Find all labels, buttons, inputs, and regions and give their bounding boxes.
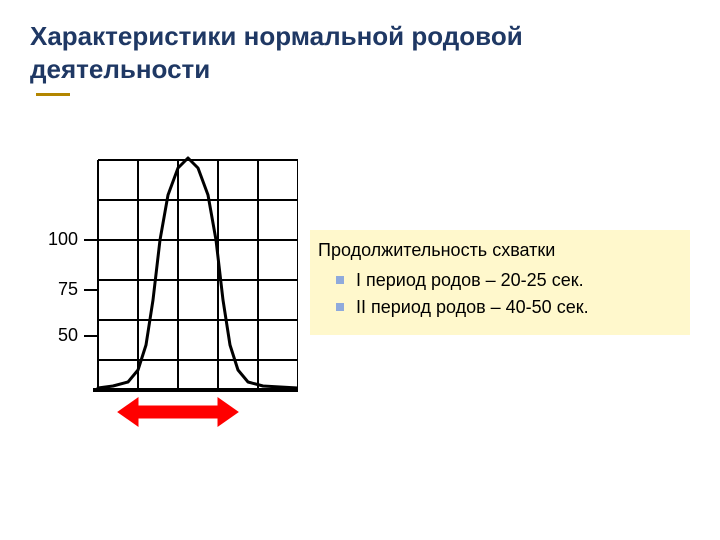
info-heading: Продолжительность схватки: [318, 240, 682, 261]
contraction-chart: 100 75 50: [38, 120, 298, 440]
slide-title: Характеристики нормальной родовой деятел…: [30, 20, 690, 85]
info-list: I период родов – 20-25 сек. II период ро…: [318, 267, 682, 321]
y-tick-label: 100: [38, 229, 78, 250]
title-accent-line: [36, 93, 70, 96]
info-item: I период родов – 20-25 сек.: [336, 267, 682, 294]
info-item: II период родов – 40-50 сек.: [336, 294, 682, 321]
info-box: Продолжительность схватки I период родов…: [310, 230, 690, 335]
y-tick-label: 75: [38, 279, 78, 300]
y-tick-label: 50: [38, 325, 78, 346]
